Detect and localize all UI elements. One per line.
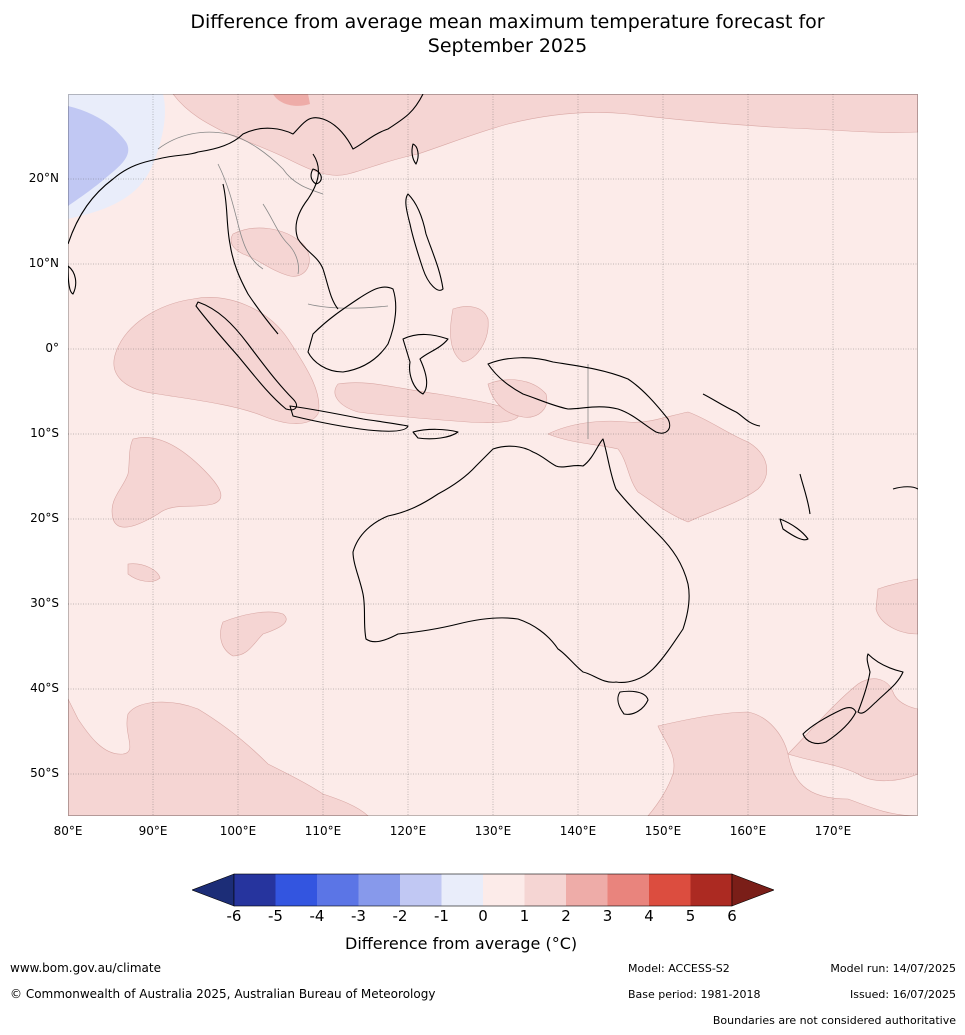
region-south-indian [220,611,287,657]
region-tasman-nz [787,678,918,782]
colorbar-cell [690,874,732,906]
lon-label-130e: 130°E [474,824,512,838]
lon-label-100e: 100°E [219,824,257,838]
colorbar-tick-label: -4 [309,907,325,925]
colorbar-label: Difference from average (°C) [345,934,578,953]
region-indian-small [127,563,161,582]
colorbar-cell [524,874,566,906]
nz-north-coast [857,653,904,714]
lat-label-30s: 30°S [30,596,59,610]
region-indochina [230,227,310,277]
lon-label-110e: 110°E [304,824,342,838]
nz-south-coast [802,707,857,745]
colorbar-tick-label: 4 [644,907,654,925]
region-sulawesi [450,306,489,363]
colorbar-cell [566,874,608,906]
lon-label-80e: 80°E [53,824,83,838]
colorbar-cell [441,874,483,906]
lon-label-160e: 160°E [729,824,767,838]
lat-label-10s: 10°S [30,426,59,440]
lon-label-150e: 150°E [644,824,682,838]
region-north-pacific [172,94,918,176]
colorbar-cell [483,874,525,906]
anomaly-2-3-region [273,94,310,106]
lon-label-120e: 120°E [389,824,427,838]
forecast-map [68,94,918,816]
sulawesi-coast [402,333,449,395]
colorbar-tick-label: -3 [351,907,366,925]
lat-label-20s: 20°S [30,511,59,525]
colorbar-tick-label: 6 [727,907,737,925]
tasmania-coast [617,690,649,715]
footer-base-period: Base period: 1981-2018 [628,988,761,1001]
colorbar-cell [234,874,276,906]
footer-model: Model: ACCESS-S2 [628,962,730,975]
colorbar-cell [649,874,691,906]
colorbar-tick-label: 0 [478,907,488,925]
philippines-coast [405,193,444,291]
region-indonesia-seas [334,382,519,423]
lon-label-90e: 90°E [138,824,168,838]
sumatra-coast [195,301,298,411]
footer-copyright: © Commonwealth of Australia 2025, Austra… [10,987,436,1001]
region-banda [487,379,548,418]
colorbar-svg [191,873,775,907]
title-line-2: September 2025 [427,35,588,57]
colorbar-tick-label: -1 [434,907,449,925]
colorbar-cells [233,873,733,907]
colorbar-over-triangle [731,873,775,907]
lat-label-40s: 40°S [30,681,59,695]
lat-label-10n: 10°N [28,256,59,270]
borneo-coast [307,286,397,373]
colorbar-tick-label: -5 [268,907,283,925]
new-guinea-coast [487,357,671,434]
footer-issued: Issued: 16/07/2025 [849,988,956,1001]
colorbar-cell [400,874,442,906]
footer-disclaimer: Boundaries are not considered authoritat… [712,1014,956,1027]
colorbar-cell [607,874,649,906]
colorbar-tick-label: -2 [392,907,408,925]
colorbar-cell [275,874,317,906]
chart-title: Difference from average mean maximum tem… [0,10,965,58]
coastlines [68,94,918,745]
australia-coast [352,438,690,683]
colorbar-tick-label: 1 [519,907,530,925]
country-borders [157,131,589,439]
lat-label-50s: 50°S [30,766,59,780]
title-line-1: Difference from average mean maximum tem… [190,11,825,33]
colorbar-tick-label: 3 [602,907,613,925]
anomaly-minus2-minus1-region [68,106,129,206]
region-sumatra-indian [113,297,320,424]
footer-website: www.bom.gov.au/climate [10,961,161,975]
lat-label-0: 0° [45,341,59,355]
colorbar-under-triangle [191,873,235,907]
region-indian-ocean-west [111,437,222,528]
footer-model-run: Model run: 14/07/2025 [830,962,956,975]
colorbar-tick-label: -6 [226,907,242,925]
colorbar-cell [317,874,359,906]
colorbar-tick-label: 5 [685,907,696,925]
colorbar-cell [358,874,400,906]
map-svg [68,94,918,816]
lon-label-170e: 170°E [814,824,852,838]
java-coast [289,405,409,432]
colorbar [191,873,775,911]
lon-label-140e: 140°E [559,824,597,838]
colorbar-tick-label: 2 [561,907,571,925]
region-east-pacific [875,578,918,635]
lat-label-20n: 20°N [28,171,59,185]
